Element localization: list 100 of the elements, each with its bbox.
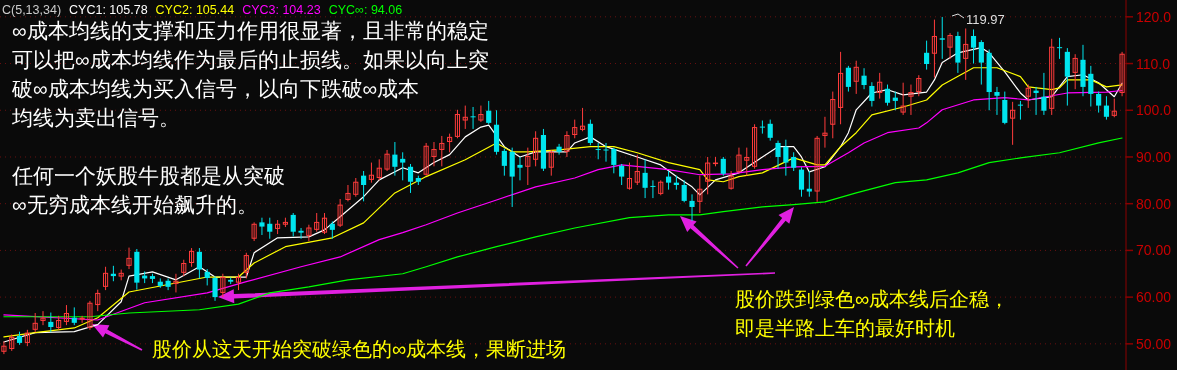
candlestick <box>947 32 953 60</box>
candlestick <box>931 19 937 79</box>
candlestick <box>79 315 85 324</box>
candlestick <box>63 304 70 326</box>
candlestick <box>525 147 531 186</box>
y-tick-label: 90.00 <box>1136 148 1172 165</box>
candlestick <box>48 312 54 333</box>
y-tick-label: 100.0 <box>1136 102 1172 119</box>
text: CYC2: 105.44 <box>155 3 235 17</box>
candlestick <box>462 105 468 130</box>
candlestick <box>564 130 570 158</box>
annotation: 可以把∞成本均线作为最后的止损线。如果以向上突 <box>12 48 489 71</box>
candlestick <box>884 84 891 107</box>
candlestick <box>1056 37 1063 60</box>
candlestick <box>165 277 171 291</box>
candlestick <box>314 212 320 233</box>
candlestick <box>634 154 640 186</box>
candlestick <box>1025 84 1031 109</box>
candlestick <box>838 51 844 125</box>
candlestick <box>572 119 578 139</box>
candlestick <box>736 147 742 174</box>
candlestick <box>814 135 820 203</box>
candlestick <box>447 133 453 153</box>
candlestick <box>392 141 398 177</box>
candlestick <box>470 106 476 130</box>
candlestick <box>1103 95 1110 121</box>
candlestick <box>361 170 367 202</box>
legend-title: C(5,13,34) <box>2 3 62 17</box>
candlestick <box>791 151 797 172</box>
candlestick <box>806 170 812 198</box>
candlestick <box>877 72 883 100</box>
candlestick <box>548 149 554 177</box>
candlestick <box>720 156 726 177</box>
candlestick <box>775 140 781 170</box>
candlestick <box>798 166 805 198</box>
annotation: 股价跌到绿色∞成本线后企稳， <box>735 288 1010 310</box>
candlestick <box>423 142 429 177</box>
annotation: ∞成本均线的支撑和压力作用很显著，且非常的稳定 <box>12 19 489 42</box>
candlestick <box>478 105 484 123</box>
candlestick <box>95 289 101 312</box>
candlestick <box>259 217 265 236</box>
candlestick <box>939 16 945 60</box>
candlestick <box>1049 38 1055 116</box>
candlestick <box>853 60 859 95</box>
candlestick <box>759 120 765 135</box>
candlestick <box>705 156 711 195</box>
candlestick <box>87 300 93 331</box>
candlestick <box>845 65 851 93</box>
candlestick <box>783 139 789 177</box>
candlestick <box>822 116 828 149</box>
y-tick-label: 60.00 <box>1136 289 1172 306</box>
annotation: 即是半路上车的最好时机 <box>735 317 955 339</box>
candlestick <box>767 119 773 142</box>
candlestick <box>861 67 867 90</box>
candlestick <box>595 142 601 160</box>
text: CYC1: 105.78 <box>69 3 148 17</box>
candlestick <box>619 163 625 186</box>
candlestick <box>1 341 7 355</box>
candlestick <box>626 162 633 191</box>
candlestick <box>9 333 15 352</box>
annotation: 119.97 <box>966 12 1005 27</box>
candlestick <box>368 162 374 184</box>
annotation: 任何一个妖股牛股都是从突破 <box>11 164 285 187</box>
candlestick <box>1088 65 1094 108</box>
candlestick <box>869 81 875 108</box>
candlestick <box>501 148 507 177</box>
candlestick <box>1072 53 1078 90</box>
candlestick <box>173 273 179 293</box>
candlestick <box>1017 100 1024 121</box>
candlestick <box>908 84 914 116</box>
candlestick <box>439 135 445 167</box>
candlestick <box>306 224 312 242</box>
candlestick <box>556 143 562 156</box>
candlestick <box>1002 91 1008 125</box>
y-tick-label: 120.0 <box>1136 8 1172 25</box>
annotation: 破∞成本均线为买入信号，以向下跌破∞成本 <box>11 77 420 100</box>
candlestick <box>345 184 351 202</box>
candlestick <box>189 247 195 268</box>
candlestick <box>486 100 492 125</box>
candlestick <box>963 28 969 81</box>
candlestick <box>1119 51 1125 97</box>
candlestick <box>689 193 695 222</box>
candlestick <box>994 86 1000 116</box>
candlestick <box>830 91 836 139</box>
candlestick <box>212 275 218 302</box>
candlestick <box>431 141 437 167</box>
candlestick <box>728 170 734 191</box>
candlestick <box>126 247 132 270</box>
candlestick <box>579 107 586 132</box>
line-series <box>3 137 1123 318</box>
candlestick <box>533 130 539 167</box>
candlestick <box>681 179 687 203</box>
candlestick <box>642 158 648 199</box>
candlestick <box>978 39 984 86</box>
y-tick-label: 80.00 <box>1136 195 1172 212</box>
candlestick <box>1033 86 1039 116</box>
candlestick <box>517 156 523 181</box>
candlestick <box>1041 72 1047 116</box>
candlestick <box>32 312 38 333</box>
text: CYC∞: 94.06 <box>328 3 403 17</box>
